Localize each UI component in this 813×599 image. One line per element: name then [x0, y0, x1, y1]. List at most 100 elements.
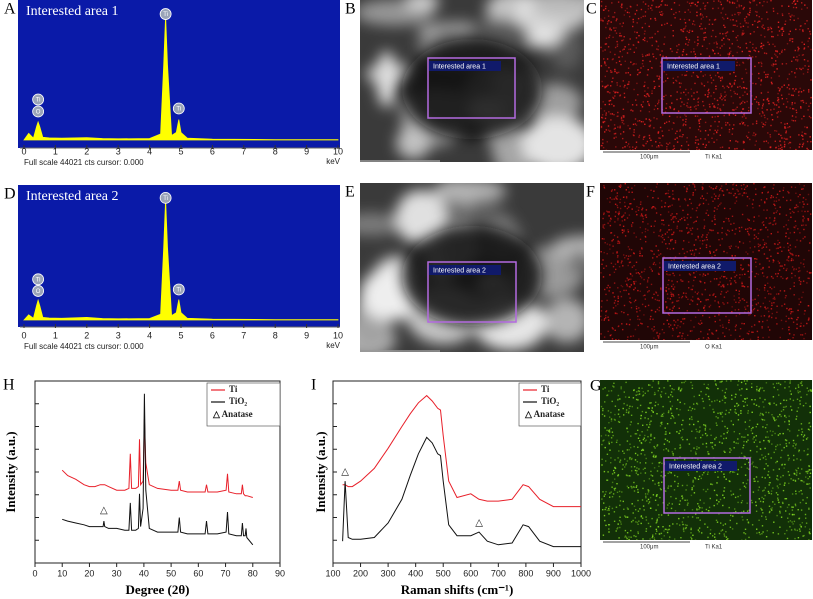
map-dot — [752, 438, 754, 440]
map-dot — [768, 476, 771, 479]
map-dot — [752, 0, 754, 2]
map-dot — [612, 238, 614, 241]
map-dot — [683, 18, 686, 21]
map-dot — [708, 92, 710, 94]
map-dot — [729, 1, 731, 4]
map-dot — [807, 210, 809, 213]
legend-label: Ti — [229, 384, 238, 394]
map-dot — [672, 307, 674, 309]
map-dot — [687, 144, 690, 146]
map-dot — [706, 526, 709, 528]
map-dot — [691, 407, 694, 410]
map-dot — [692, 183, 694, 185]
map-dot — [775, 200, 778, 202]
map-dot — [656, 494, 658, 496]
map-dot — [635, 124, 638, 126]
map-dot — [623, 452, 625, 454]
map-dot — [753, 403, 755, 405]
map-dot — [735, 200, 738, 202]
map-dot — [681, 521, 684, 523]
map-dot — [752, 82, 754, 85]
map-dot — [666, 146, 668, 148]
map-dot — [658, 335, 660, 337]
map-dot — [794, 528, 796, 530]
map-dot — [683, 103, 685, 106]
map-dot — [745, 192, 747, 194]
map-dot — [626, 83, 629, 86]
map-dot — [653, 456, 655, 458]
map-dot — [763, 253, 766, 255]
map-dot — [757, 336, 759, 338]
map-dot — [743, 86, 745, 89]
map-dot — [738, 290, 740, 292]
map-dot — [661, 0, 664, 2]
map-dot — [694, 56, 697, 58]
map-dot — [636, 82, 638, 85]
map-dot — [717, 125, 719, 128]
map-dot — [607, 21, 609, 23]
map-dot — [768, 260, 771, 262]
map-dot — [747, 22, 749, 24]
map-dot — [606, 91, 609, 93]
map-dot — [807, 109, 809, 111]
map-dot — [662, 13, 664, 15]
map-dot — [798, 298, 800, 300]
map-dot — [734, 192, 736, 195]
map-dot — [674, 132, 677, 135]
map-dot — [604, 87, 606, 89]
map-dot — [681, 497, 684, 500]
map-dot — [646, 140, 649, 143]
map-dot — [764, 487, 766, 489]
map-dot — [660, 391, 663, 393]
map-dot — [752, 309, 755, 311]
map-dot — [715, 383, 717, 385]
map-dot — [664, 193, 667, 195]
map-dot — [776, 68, 778, 70]
map-dot — [635, 236, 637, 238]
map-dot — [768, 336, 770, 338]
map-dot — [768, 43, 770, 46]
map-dot — [608, 103, 611, 106]
map-dot — [639, 250, 641, 252]
map-dot — [755, 188, 757, 190]
map-dot — [795, 268, 797, 270]
map-dot — [682, 419, 684, 422]
map-dot — [757, 243, 760, 245]
map-dot — [660, 287, 662, 289]
map-dot — [670, 496, 672, 498]
map-dot — [682, 29, 684, 31]
map-dot — [783, 290, 786, 292]
map-dot — [654, 208, 657, 210]
map-dot — [627, 72, 629, 74]
map-dot — [664, 528, 667, 530]
map-dot — [636, 521, 639, 524]
map-dot — [795, 6, 798, 9]
map-dot — [732, 19, 734, 21]
map-dot — [682, 517, 685, 519]
map-dot — [630, 109, 633, 111]
map-dot — [740, 338, 743, 341]
map-dot — [759, 244, 761, 246]
map-dot — [705, 199, 707, 201]
map-dot — [695, 428, 697, 431]
map-dot — [689, 106, 691, 109]
map-dot — [773, 108, 775, 110]
map-dot — [734, 13, 736, 16]
map-dot — [716, 46, 718, 48]
map-dot — [716, 494, 718, 497]
map-dot — [633, 198, 635, 201]
map-dot — [647, 304, 650, 307]
map-dot — [694, 408, 696, 410]
map-dot — [771, 443, 773, 445]
map-dot — [639, 252, 641, 255]
map-dot — [722, 284, 724, 286]
x-tick-label: 200 — [353, 568, 368, 578]
map-dot — [600, 107, 602, 110]
map-dot — [606, 509, 608, 511]
map-dot — [757, 480, 759, 483]
map-dot — [660, 475, 662, 477]
map-dot — [773, 212, 775, 214]
map-dot — [785, 315, 788, 317]
x-tick-label: 500 — [436, 568, 451, 578]
map-dot — [720, 470, 723, 473]
